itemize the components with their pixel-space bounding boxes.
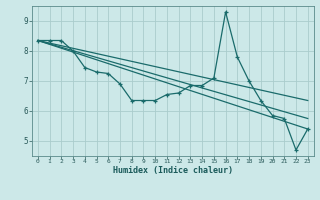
X-axis label: Humidex (Indice chaleur): Humidex (Indice chaleur) [113, 166, 233, 175]
